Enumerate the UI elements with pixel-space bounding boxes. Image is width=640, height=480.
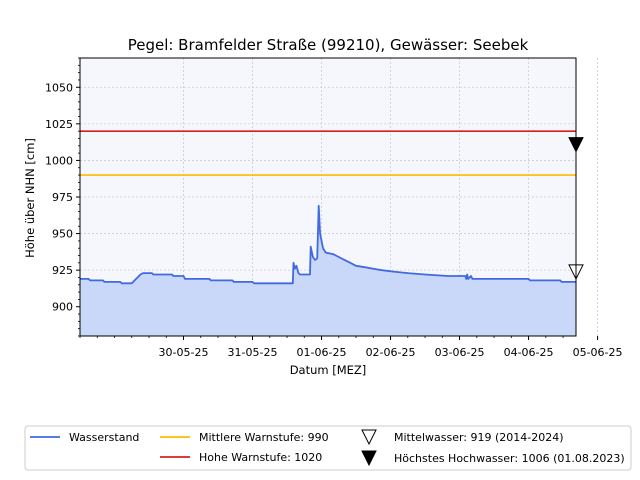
legend-label-mittlere-warnstufe: Mittlere Warnstufe: 990 xyxy=(199,431,329,444)
chart-title: Pegel: Bramfelder Straße (99210), Gewäss… xyxy=(128,36,529,54)
x-tick-label: 01-06-25 xyxy=(297,346,347,359)
x-tick-label: 31-05-25 xyxy=(228,346,278,359)
y-tick-label: 925 xyxy=(52,264,73,277)
y-tick-label: 900 xyxy=(52,301,73,314)
legend-label-hohe-warnstufe: Hohe Warnstufe: 1020 xyxy=(199,451,322,464)
y-tick-label: 1050 xyxy=(45,81,73,94)
x-tick-label: 30-05-25 xyxy=(159,346,209,359)
x-tick-label: 05-06-25 xyxy=(573,346,623,359)
y-tick-label: 1000 xyxy=(45,154,73,167)
y-tick-label: 975 xyxy=(52,191,73,204)
x-tick-label: 03-06-25 xyxy=(435,346,485,359)
legend-label-hoechstes-hochwasser: Höchstes Hochwasser: 1006 (01.08.2023) xyxy=(394,452,625,465)
y-tick-label: 1025 xyxy=(45,118,73,131)
legend-marker-mittelwasser xyxy=(361,429,377,446)
legend-label-wasserstand: Wasserstand xyxy=(69,431,139,444)
x-axis-label: Datum [MEZ] xyxy=(290,363,367,377)
water-level-area xyxy=(80,205,576,336)
x-tick-label: 02-06-25 xyxy=(366,346,416,359)
x-tick-label: 04-06-25 xyxy=(504,346,554,359)
legend-label-mittelwasser: Mittelwasser: 919 (2014-2024) xyxy=(394,431,564,444)
legend: Wasserstand Mittlere Warnstufe: 990 Hohe… xyxy=(24,425,632,471)
y-axis-label: Höhe über NHN [cm] xyxy=(23,138,37,258)
x-axis: 30-05-25 31-05-25 01-06-25 02-06-25 03-06-25… xyxy=(79,336,623,359)
water-level-line xyxy=(80,204,576,285)
y-axis: 900 925 950 975 1000 1025 1050 xyxy=(45,57,80,337)
y-tick-label: 950 xyxy=(52,228,73,241)
legend-marker-hoechstes-hochwasser xyxy=(361,450,377,467)
